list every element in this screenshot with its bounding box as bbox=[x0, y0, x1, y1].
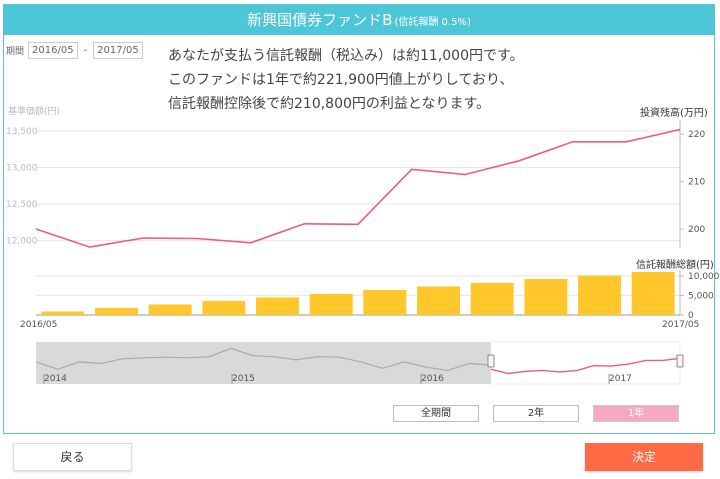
period-selector: 期間 2016/05 - 2017/05 bbox=[6, 42, 143, 59]
back-button[interactable]: 戻る bbox=[13, 443, 132, 471]
fee-bar bbox=[148, 304, 192, 315]
fee-bar bbox=[470, 282, 514, 315]
fund-chart: 13,500 13,000 12,500 12,000 220 210 200 10,000 5… bbox=[6, 120, 720, 385]
navigator-selected-line bbox=[490, 357, 681, 375]
period-end-field[interactable]: 2017/05 bbox=[93, 42, 143, 59]
navigator-unselected-area bbox=[36, 342, 491, 384]
left-axis-tick: 13,500 bbox=[6, 127, 38, 137]
fee-bar bbox=[309, 293, 353, 315]
right-axis-tick: 210 bbox=[688, 178, 705, 188]
right-axis-tick: 220 bbox=[688, 130, 705, 140]
fee-axis-tick: 5,000 bbox=[688, 291, 714, 301]
fund-title: 新興国債券ファンドB bbox=[247, 11, 393, 29]
navigator-handle[interactable] bbox=[676, 354, 684, 368]
period-label: 期間 bbox=[6, 47, 25, 57]
fee-bar bbox=[41, 311, 85, 315]
confirm-button[interactable]: 決定 bbox=[585, 443, 703, 471]
fee-bar bbox=[631, 271, 675, 315]
fee-note: (信託報酬 0.5%) bbox=[394, 17, 471, 28]
fee-bar bbox=[363, 289, 407, 315]
fee-bar bbox=[578, 275, 621, 315]
navigator-year-label: 2016 bbox=[421, 374, 444, 384]
right-axis-title: 投資残高(万円) bbox=[640, 108, 708, 119]
summary-line-1: あなたが支払う信託報酬（税込み）は約11,000円です。 bbox=[168, 48, 524, 64]
fee-axis-tick: 10,000 bbox=[688, 272, 720, 282]
fee-bar bbox=[256, 297, 299, 315]
period-separator: - bbox=[83, 45, 88, 56]
right-axis-tick: 200 bbox=[688, 225, 705, 235]
left-axis-tick: 12,000 bbox=[6, 237, 38, 247]
summary-line-3: 信託報酬控除後で約210,800円の利益となります。 bbox=[168, 96, 491, 112]
fee-axis-tick: 0 bbox=[688, 311, 694, 321]
left-axis-tick: 12,500 bbox=[6, 200, 38, 210]
x-start-label: 2016/05 bbox=[20, 320, 57, 330]
navigator-year-label: 2014 bbox=[44, 374, 67, 384]
balance-line bbox=[35, 128, 681, 248]
fee-axis-title: 信託報酬総額(円) bbox=[636, 260, 714, 271]
fee-bar bbox=[202, 300, 246, 315]
range-all-button[interactable]: 全期間 bbox=[393, 405, 479, 422]
fee-bar bbox=[417, 286, 460, 315]
range-2y-button[interactable]: 2年 bbox=[493, 405, 579, 422]
navigator-selected-area bbox=[490, 341, 681, 385]
navigator-year-label: 2017 bbox=[609, 374, 632, 384]
summary-message: あなたが支払う信託報酬（税込み）は約11,000円です。 このファンドは1年で約… bbox=[168, 44, 524, 116]
title-bar: 新興国債券ファンドB (信託報酬 0.5%) bbox=[4, 5, 714, 35]
navigator-handle[interactable] bbox=[487, 354, 495, 368]
navigator-year-label: 2015 bbox=[232, 374, 255, 384]
fee-bar bbox=[95, 307, 138, 315]
period-start-field[interactable]: 2016/05 bbox=[28, 42, 78, 59]
navigator-history-line bbox=[35, 347, 492, 372]
summary-line-2: このファンドは1年で約221,900円値上がりしており、 bbox=[168, 72, 514, 88]
range-1y-button[interactable]: 1年 bbox=[593, 405, 679, 422]
x-end-label: 2017/05 bbox=[662, 320, 699, 330]
left-axis-title: 基準価額(円) bbox=[8, 107, 61, 117]
left-axis-tick: 13,000 bbox=[6, 164, 38, 174]
fee-bar bbox=[524, 279, 568, 315]
